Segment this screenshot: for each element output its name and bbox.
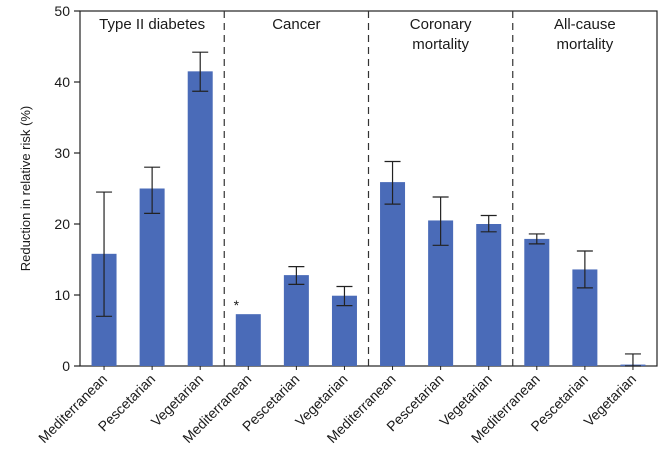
y-tick-label: 0: [62, 358, 70, 374]
bar: [283, 275, 309, 366]
y-axis-label: Reduction in relative risk (%): [18, 106, 33, 271]
error-bars: *: [96, 51, 641, 367]
y-tick-label: 40: [54, 74, 70, 90]
bar: [380, 182, 406, 366]
y-tick-label: 10: [54, 287, 70, 303]
y-tick-label: 30: [54, 145, 70, 161]
bar: [476, 224, 502, 366]
y-tick-label: 20: [54, 216, 70, 232]
panel-title-line: Coronary: [410, 16, 472, 33]
x-tick-label: Vegetarian: [580, 371, 639, 430]
panel-title-line: mortality: [412, 36, 469, 53]
panel-title-line: All-cause: [554, 16, 616, 33]
bar: [524, 238, 550, 366]
panel-title-line: mortality: [557, 36, 614, 53]
y-axis: 0 10 20 30 40 50: [54, 3, 80, 374]
y-tick-label: 50: [54, 3, 70, 19]
significance-marker: *: [234, 297, 240, 313]
panel-title-line: Type II diabetes: [99, 16, 205, 33]
bar: [235, 314, 261, 366]
bar: [331, 295, 357, 366]
panel-titles: Type II diabetes Cancer Coronary mortality A…: [99, 16, 616, 53]
panel-title-line: Cancer: [272, 16, 320, 33]
bar: [187, 71, 213, 366]
bar: [139, 188, 165, 366]
x-tick-label: Mediterranean: [35, 371, 110, 446]
x-tick-labels: MediterraneanPescetarianVegetarianMedite…: [35, 366, 639, 446]
bars: [91, 71, 646, 366]
panel-dividers: [223, 11, 514, 366]
